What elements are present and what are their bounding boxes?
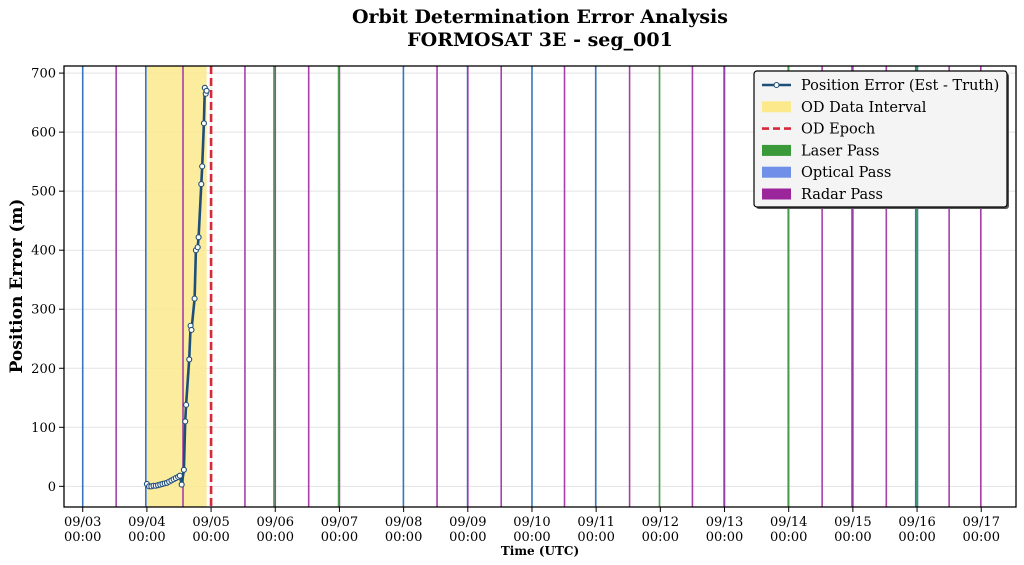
data-point	[178, 481, 185, 488]
legend-swatch	[762, 166, 791, 178]
data-point	[180, 466, 187, 473]
data-point	[191, 295, 198, 302]
x-tick-label: 00:00	[770, 530, 807, 545]
data-point	[200, 120, 207, 127]
legend-label: OD Epoch	[801, 122, 875, 138]
y-tick-label: 400	[31, 244, 56, 259]
data-point	[198, 181, 205, 188]
x-tick-label: 00:00	[449, 530, 486, 545]
x-tick-label: 00:00	[321, 530, 358, 545]
x-tick-label: 09/06	[257, 515, 294, 530]
chart-subtitle: FORMOSAT 3E - seg_001	[407, 29, 673, 51]
legend-swatch	[762, 144, 791, 156]
x-tick-label: 00:00	[128, 530, 165, 545]
x-tick-label: 00:00	[64, 530, 101, 545]
data-point	[195, 234, 202, 241]
x-tick-label: 00:00	[898, 530, 935, 545]
legend-label: Radar Pass	[801, 187, 883, 203]
x-tick-label: 00:00	[963, 530, 1000, 545]
legend-label: Optical Pass	[801, 165, 891, 181]
x-tick-label: 00:00	[257, 530, 294, 545]
data-point	[183, 401, 190, 408]
axes: 010020030040050060070009/0300:0009/0400:…	[31, 65, 1017, 545]
legend-label: Laser Pass	[801, 143, 879, 159]
legend-swatch-marker	[773, 81, 780, 89]
x-tick-label: 00:00	[385, 530, 422, 545]
y-tick-label: 200	[31, 362, 56, 377]
od-data-interval-band	[146, 66, 207, 507]
data-point	[203, 87, 210, 94]
legend-swatch	[762, 188, 791, 200]
y-axis-label: Position Error (m)	[7, 199, 27, 374]
data-point	[194, 244, 201, 251]
x-tick-label: 09/13	[706, 515, 743, 530]
legend: Position Error (Est - Truth) OD Data Inte…	[753, 70, 1009, 209]
y-tick-label: 600	[31, 126, 56, 141]
x-tick-label: 09/05	[192, 515, 229, 530]
y-tick-label: 100	[31, 421, 56, 436]
x-tick-label: 00:00	[192, 530, 229, 545]
x-tick-label: 09/15	[834, 515, 871, 530]
data-point	[199, 163, 206, 170]
x-tick-label: 00:00	[642, 530, 679, 545]
x-tick-label: 00:00	[577, 530, 614, 545]
data-point	[188, 326, 195, 333]
x-tick-label: 09/09	[449, 515, 486, 530]
y-tick-label: 0	[48, 480, 56, 495]
legend-box	[753, 70, 1008, 208]
x-tick-label: 09/14	[770, 515, 807, 530]
data-point	[182, 418, 189, 425]
legend-label: OD Data Interval	[801, 100, 927, 116]
x-tick-label: 09/17	[963, 515, 1000, 530]
x-tick-label: 09/03	[64, 515, 101, 530]
x-axis-label: Time (UTC)	[501, 544, 579, 558]
x-tick-label: 09/07	[321, 515, 358, 530]
legend-label: Position Error (Est - Truth)	[801, 78, 999, 94]
chart-title: Orbit Determination Error Analysis	[352, 6, 728, 28]
x-tick-label: 09/16	[898, 515, 935, 530]
y-tick-label: 500	[31, 185, 56, 200]
x-tick-label: 00:00	[834, 530, 871, 545]
x-tick-label: 09/04	[128, 515, 165, 530]
x-tick-label: 09/12	[642, 515, 679, 530]
x-tick-label: 00:00	[513, 530, 550, 545]
plot-frame	[63, 65, 1017, 508]
x-tick-label: 09/11	[577, 515, 614, 530]
x-tick-label: 09/10	[513, 515, 550, 530]
data-point	[176, 472, 183, 479]
plot-area	[64, 66, 1016, 507]
data-point	[186, 356, 193, 363]
x-tick-label: 00:00	[706, 530, 743, 545]
y-tick-label: 300	[31, 303, 56, 318]
x-tick-label: 09/08	[385, 515, 422, 530]
legend-swatch	[762, 101, 791, 113]
y-tick-label: 700	[31, 67, 56, 82]
